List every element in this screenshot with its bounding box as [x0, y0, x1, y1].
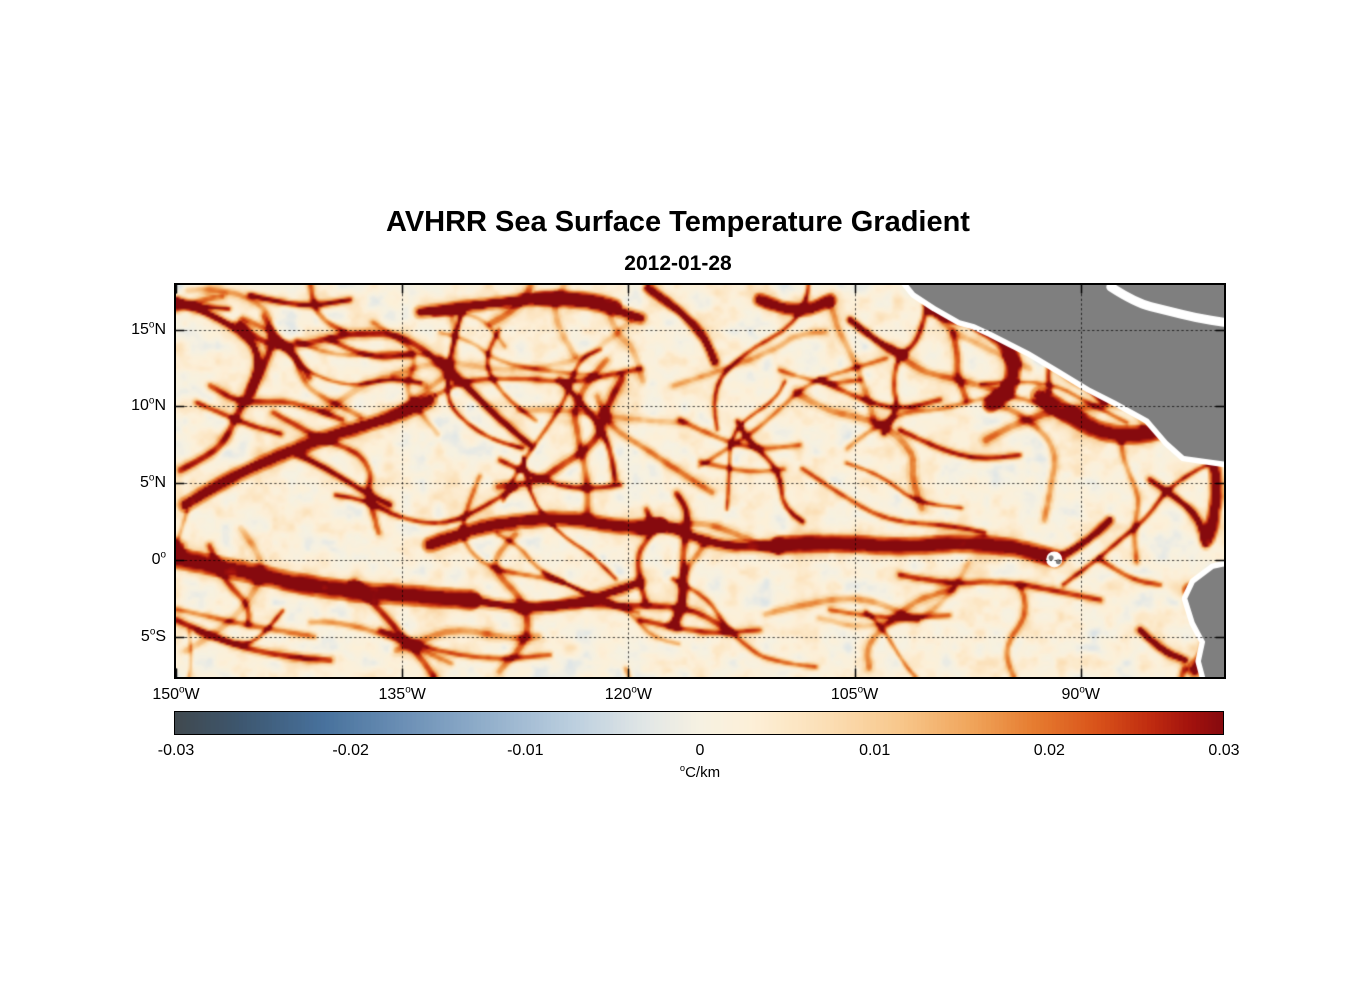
colorbar-tick-label: -0.01 — [507, 742, 544, 759]
degree-symbol: o — [149, 626, 156, 638]
degree-symbol: o — [148, 396, 155, 408]
degree-symbol: o — [160, 549, 166, 561]
degree-symbol: o — [148, 472, 155, 484]
colorbar-tick-label: 0.03 — [1208, 742, 1240, 759]
x-tick-label: 120oW — [604, 684, 653, 703]
map-plot — [174, 283, 1226, 679]
degree-symbol: o — [1079, 684, 1085, 696]
y-tick-label: 5oS — [140, 626, 166, 646]
degree-symbol: o — [857, 684, 864, 696]
x-tick-label: 105oW — [830, 684, 879, 703]
colorbar-tick-label: -0.02 — [332, 742, 369, 759]
colorbar-tick-label: 0.02 — [1033, 742, 1065, 759]
colorbar-tick-label: -0.03 — [157, 742, 195, 759]
chart-title: AVHRR Sea Surface Temperature Gradient — [386, 206, 970, 238]
degree-symbol: o — [631, 684, 637, 696]
y-tick-label: 15oN — [131, 319, 166, 338]
colorbar-canvas — [175, 712, 1223, 734]
colorbar — [174, 711, 1224, 735]
y-tick-label: 0o — [151, 549, 166, 569]
y-tick-label: 5oN — [140, 472, 166, 492]
degree-symbol: o — [148, 319, 155, 331]
chart-subtitle: 2012-01-28 — [624, 252, 732, 275]
map-overlay-canvas — [176, 285, 1224, 677]
colorbar-tick-label: 0 — [695, 742, 705, 759]
x-tick-label: 150oW — [152, 684, 200, 703]
x-tick-label: 90oW — [1061, 684, 1100, 703]
colorbar-units-text: C/km — [685, 764, 721, 781]
degree-symbol: o — [679, 763, 686, 773]
degree-symbol: o — [405, 684, 411, 696]
colorbar-tick-label: 0.01 — [859, 742, 891, 759]
y-tick-label: 10oN — [131, 396, 166, 415]
colorbar-units-label: oC/km — [176, 763, 1224, 781]
x-tick-label: 135oW — [378, 684, 426, 703]
degree-symbol: o — [179, 684, 185, 696]
